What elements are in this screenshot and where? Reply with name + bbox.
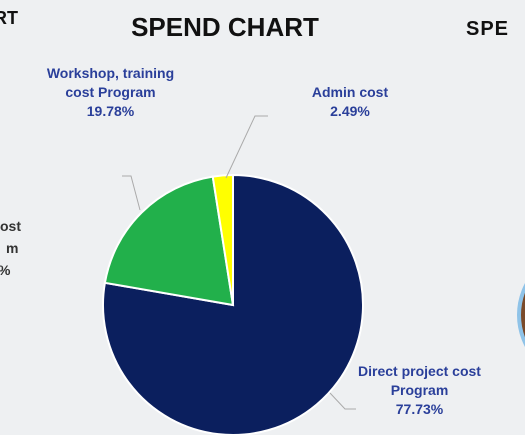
leader-line (225, 115, 268, 179)
slice-label: Admin cost 2.49% (300, 83, 400, 121)
cropped-text: m (6, 240, 19, 256)
cropped-text: % (0, 262, 10, 278)
slice-label: Workshop, training cost Program 19.78% (33, 64, 188, 121)
neighbor-pie (517, 283, 525, 347)
cropped-text: ost (0, 218, 21, 234)
slice-value: 77.73% (395, 401, 444, 417)
slice-label: Direct project cost Program 77.73% (352, 362, 487, 419)
pie-slice (103, 175, 235, 307)
leader-line (122, 175, 141, 211)
slice-name: Workshop, training cost Program (46, 65, 175, 100)
slice-name: Direct project cost Program (358, 363, 481, 398)
cropped-text: RT (0, 8, 18, 28)
pie-slice (211, 173, 234, 306)
cropped-text: SPE (466, 18, 510, 40)
slice-value: 2.49% (330, 103, 370, 119)
slice-name: Admin cost (311, 84, 389, 100)
chart-title: SPEND CHART (131, 12, 319, 42)
leader-line (329, 392, 356, 410)
slice-value: 19.78% (86, 103, 135, 119)
